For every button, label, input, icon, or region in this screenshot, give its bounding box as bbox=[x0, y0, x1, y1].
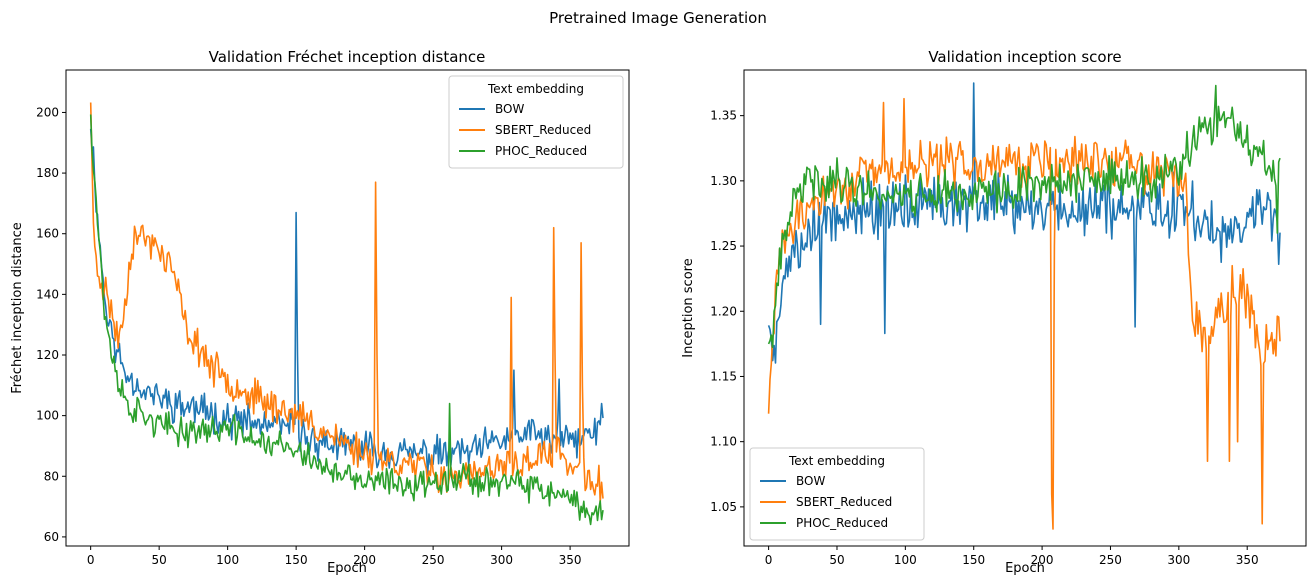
fid-y-axis-label: Fréchet inception distance bbox=[10, 222, 25, 394]
fid-y-tick-label: 120 bbox=[36, 348, 59, 362]
is-y-tick-label: 1.35 bbox=[710, 109, 737, 123]
is-legend-entry: BOW bbox=[796, 474, 825, 488]
fid-chart: Validation Fréchet inception distance Ep… bbox=[10, 48, 630, 576]
fid-x-tick-label: 250 bbox=[422, 553, 445, 567]
is-x-tick-label: 50 bbox=[829, 553, 844, 567]
is-y-tick-label: 1.20 bbox=[710, 304, 737, 318]
fid-y-tick-label: 80 bbox=[44, 469, 59, 483]
fid-x-tick-label: 50 bbox=[152, 553, 167, 567]
is-legend-entry: SBERT_Reduced bbox=[796, 495, 892, 509]
fid-x-axis-label: Epoch bbox=[327, 561, 367, 576]
fid-y-tick-label: 60 bbox=[44, 530, 59, 544]
fid-x-tick-label: 150 bbox=[285, 553, 308, 567]
is-y-tick-label: 1.10 bbox=[710, 435, 737, 449]
fid-x-tick-label: 0 bbox=[87, 553, 95, 567]
is-y-axis-label: Inception score bbox=[681, 258, 696, 357]
fid-x-tick-label: 100 bbox=[216, 553, 239, 567]
fid-y-tick-label: 100 bbox=[36, 409, 59, 423]
fid-x-tick-label: 350 bbox=[559, 553, 582, 567]
is-x-tick-label: 350 bbox=[1236, 553, 1259, 567]
is-x-axis-label: Epoch bbox=[1005, 561, 1045, 576]
is-ticks: 0 50 100 150 200 250 300 350 1.05 1.10 1.15 1.20 1.2… bbox=[710, 109, 1258, 567]
is-x-tick-label: 0 bbox=[765, 553, 773, 567]
is-chart-title: Validation inception score bbox=[928, 48, 1121, 66]
is-x-tick-label: 150 bbox=[962, 553, 985, 567]
fid-ticks: 0 50 100 150 200 250 300 350 60 80 100 120 140 160 180… bbox=[36, 105, 581, 567]
is-series-line-phoc-reduced bbox=[767, 84, 1281, 349]
fid-legend-entry: SBERT_Reduced bbox=[495, 123, 591, 137]
is-series-line-sbert-reduced bbox=[767, 97, 1281, 530]
is-y-tick-label: 1.05 bbox=[710, 500, 737, 514]
figure-title: Pretrained Image Generation bbox=[549, 9, 767, 27]
fid-y-tick-label: 140 bbox=[36, 287, 59, 301]
fid-legend: Text embedding BOW SBERT_Reduced PHOC_Reduc… bbox=[448, 75, 624, 169]
is-legend-box bbox=[749, 447, 925, 541]
is-plot-frame bbox=[743, 69, 1307, 547]
is-y-tick-label: 1.15 bbox=[710, 369, 737, 383]
is-x-tick-label: 100 bbox=[894, 553, 917, 567]
is-legend-entry: PHOC_Reduced bbox=[796, 516, 888, 530]
fid-series-lines bbox=[89, 102, 604, 526]
is-y-tick-label: 1.25 bbox=[710, 239, 737, 253]
fid-x-tick-label: 200 bbox=[353, 553, 376, 567]
fid-series-line-phoc-reduced bbox=[89, 114, 604, 526]
fid-legend-title: Text embedding bbox=[487, 82, 584, 96]
fid-plot-frame bbox=[65, 69, 630, 547]
is-legend-title: Text embedding bbox=[788, 454, 885, 468]
fid-y-tick-label: 200 bbox=[36, 105, 59, 119]
fid-legend-box bbox=[448, 75, 624, 169]
is-series-line-bow bbox=[767, 82, 1281, 364]
fid-y-tick-label: 160 bbox=[36, 227, 59, 241]
fid-chart-title: Validation Fréchet inception distance bbox=[209, 48, 486, 66]
fid-y-tick-label: 180 bbox=[36, 166, 59, 180]
is-x-tick-label: 200 bbox=[1031, 553, 1054, 567]
fid-x-tick-label: 300 bbox=[490, 553, 513, 567]
is-x-tick-label: 300 bbox=[1167, 553, 1190, 567]
is-y-tick-label: 1.30 bbox=[710, 174, 737, 188]
inception-score-chart: Validation inception score Epoch Incepti… bbox=[681, 48, 1307, 576]
is-series-lines bbox=[767, 82, 1281, 530]
is-x-tick-label: 250 bbox=[1099, 553, 1122, 567]
fid-legend-entry: BOW bbox=[495, 102, 524, 116]
is-legend: Text embedding BOW SBERT_Reduced PHOC_Reduc… bbox=[749, 447, 925, 541]
fid-legend-entry: PHOC_Reduced bbox=[495, 144, 587, 158]
